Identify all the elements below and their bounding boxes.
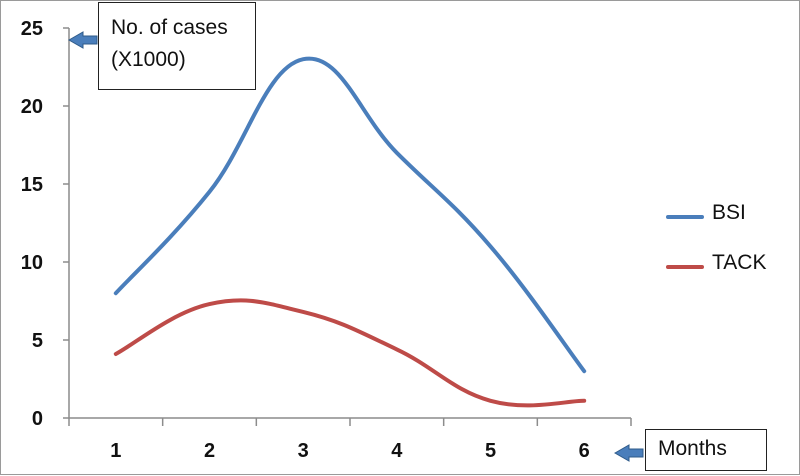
y-tick-label: 5 bbox=[32, 330, 43, 352]
x-tick-label: 1 bbox=[110, 440, 121, 462]
x-tick-label: 5 bbox=[485, 440, 496, 462]
y-tick-label: 10 bbox=[21, 252, 43, 274]
y-axis-title-line-1: No. of cases bbox=[111, 16, 228, 39]
x-tick-label: 3 bbox=[298, 440, 309, 462]
legend-label-tack: TACK bbox=[712, 251, 767, 274]
x-axis-title-box: Months bbox=[645, 429, 767, 471]
legend-swatch-tack bbox=[666, 265, 704, 269]
legend-swatch-bsi bbox=[666, 215, 704, 219]
legend-label-bsi: BSI bbox=[712, 201, 746, 224]
y-tick-label: 20 bbox=[21, 96, 43, 118]
x-tick-label: 6 bbox=[579, 440, 590, 462]
y-axis-arrow-icon bbox=[67, 31, 98, 49]
y-axis-title-line-2: (X1000) bbox=[111, 48, 186, 71]
y-tick-label: 0 bbox=[32, 408, 43, 430]
y-axis-title-box: No. of cases (X1000) bbox=[98, 2, 256, 90]
x-axis-title: Months bbox=[658, 437, 727, 460]
series-line-tack bbox=[113, 298, 587, 408]
y-tick-label: 15 bbox=[21, 174, 43, 196]
y-tick-label: 25 bbox=[21, 18, 43, 40]
x-axis-arrow-icon bbox=[613, 444, 644, 462]
x-tick-label: 2 bbox=[204, 440, 215, 462]
x-tick-label: 4 bbox=[391, 440, 403, 462]
series-line-bsi bbox=[113, 56, 587, 374]
